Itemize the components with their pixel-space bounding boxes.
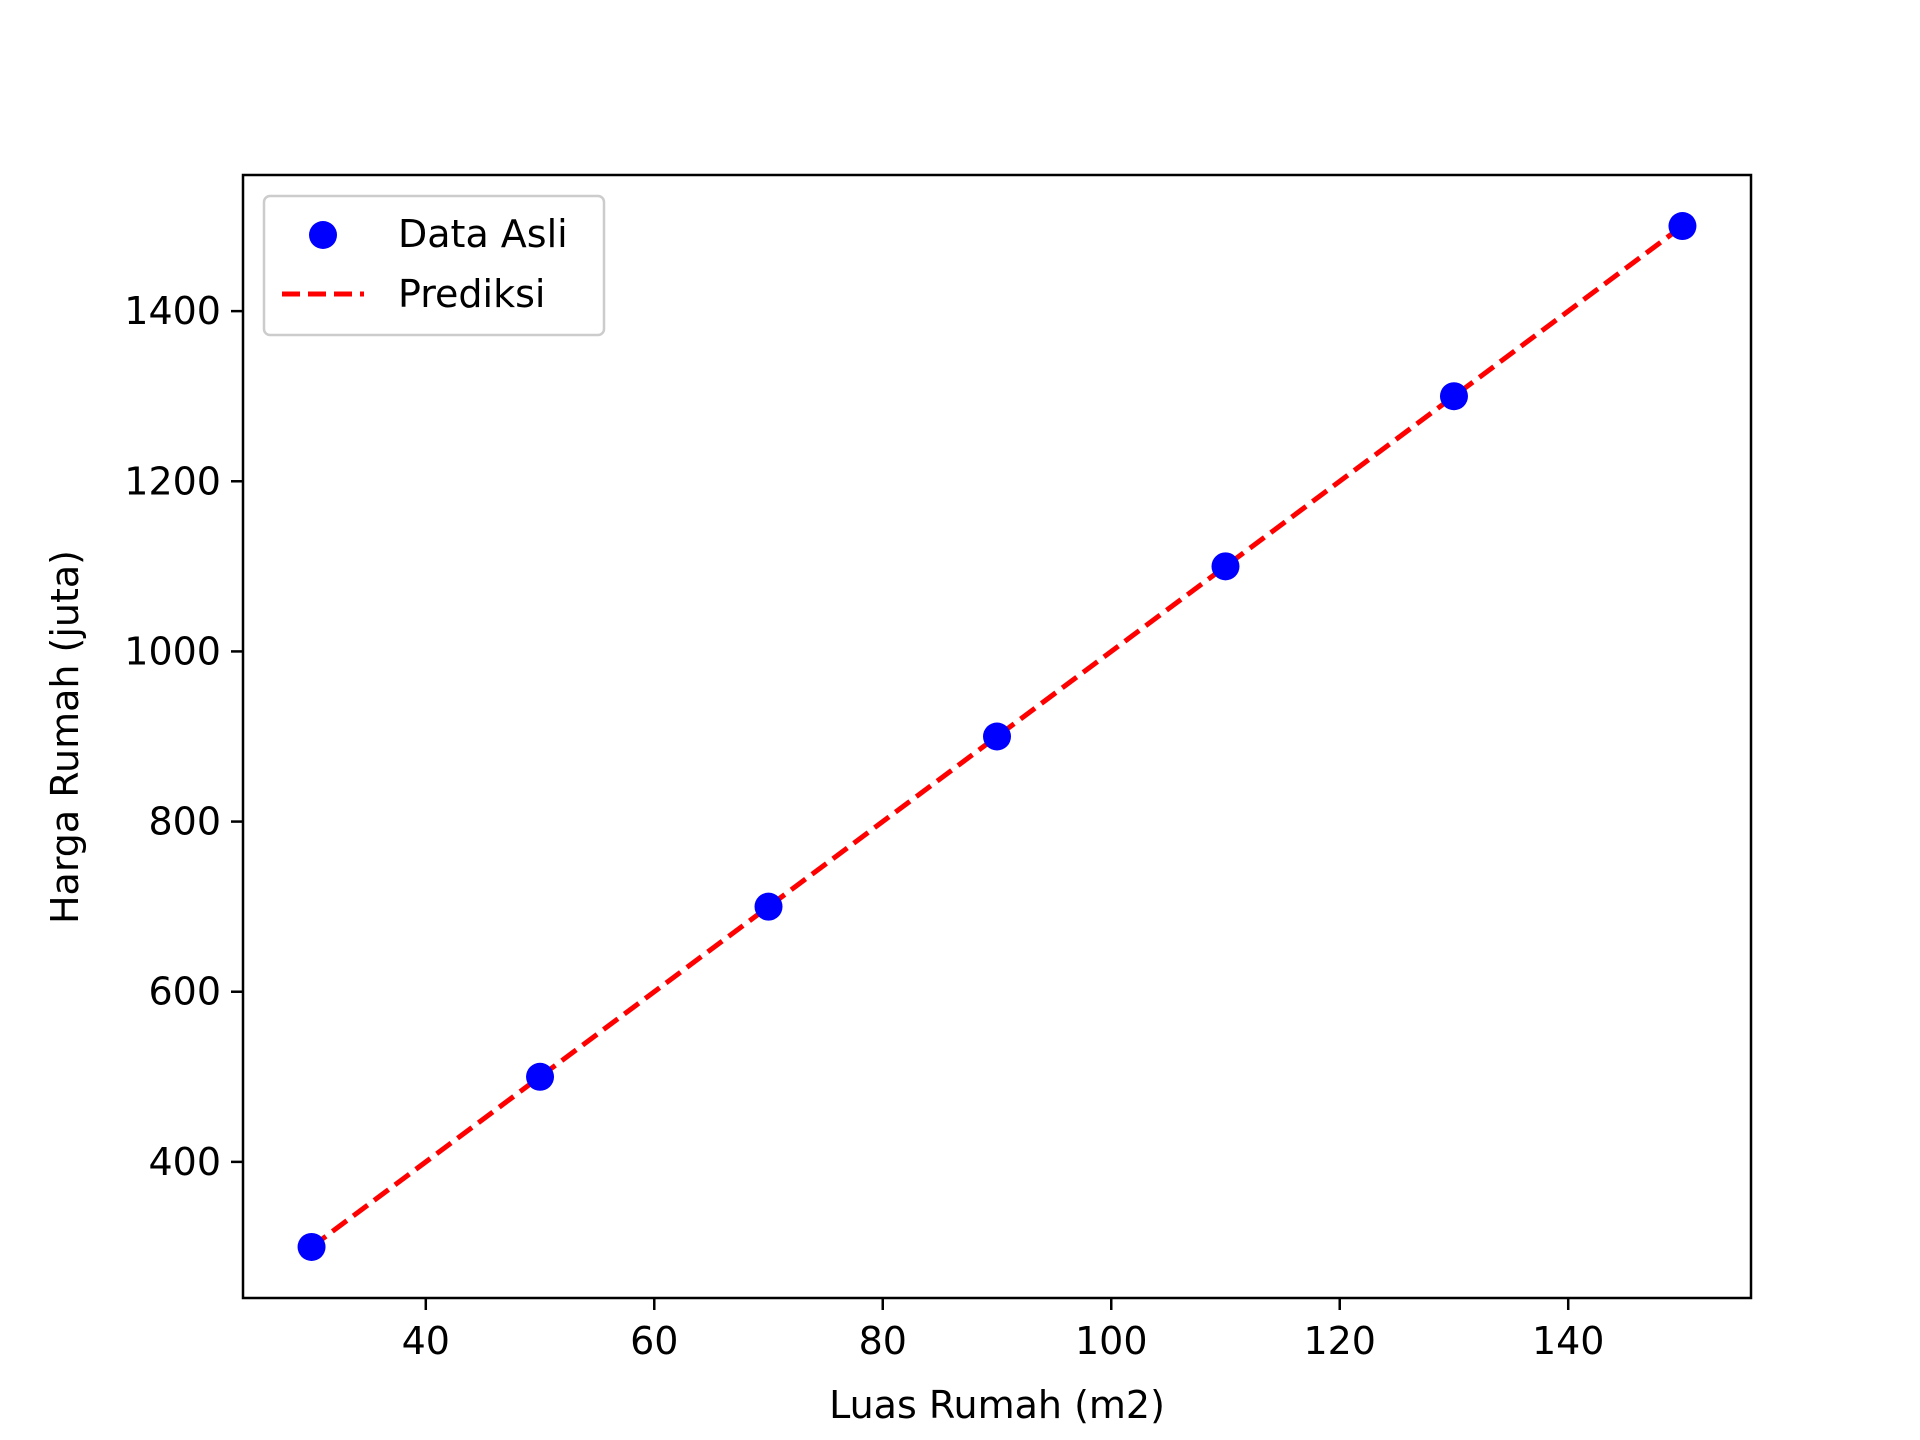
- x-tick-label: 140: [1532, 1319, 1605, 1363]
- plot-marks: [297, 212, 1697, 1261]
- x-tick-label: 80: [859, 1319, 907, 1363]
- legend-label-prediksi: Prediksi: [398, 272, 545, 316]
- plot-area-frame: [241, 173, 1753, 1300]
- y-tick-label: 1400: [124, 289, 221, 333]
- x-tick-label: 60: [630, 1319, 678, 1363]
- legend: Data Asli Prediksi: [262, 194, 606, 337]
- x-tick-label: 100: [1075, 1319, 1148, 1363]
- legend-label-data-asli: Data Asli: [398, 212, 568, 256]
- y-tick-label: 1200: [124, 459, 221, 503]
- data-point-data-asli-1: [297, 1232, 326, 1261]
- y-tick-label: 800: [148, 800, 221, 844]
- data-point-data-asli-2: [526, 1062, 555, 1091]
- data-point-data-asli-4: [983, 722, 1011, 751]
- y-tick-label: 600: [148, 970, 221, 1014]
- y-axis-ticks: 400 600 800 1000 1200 1400: [124, 289, 243, 1184]
- legend-frame: [262, 194, 606, 337]
- data-point-data-asli-5: [1211, 552, 1240, 581]
- y-axis-label: Harga Rumah (juta): [43, 550, 87, 924]
- x-axis-ticks: 40 60 80 100 120 140: [402, 1298, 1605, 1363]
- legend-swatch-data-asli: [309, 221, 337, 249]
- y-tick-label: 1000: [124, 629, 221, 673]
- x-tick-label: 40: [402, 1319, 450, 1363]
- x-tick-label: 120: [1303, 1319, 1376, 1363]
- data-point-data-asli-7: [1668, 212, 1697, 241]
- data-point-data-asli-3: [754, 892, 783, 921]
- data-point-data-asli-6: [1439, 382, 1468, 411]
- x-axis-label: Luas Rumah (m2): [829, 1383, 1165, 1427]
- y-tick-label: 400: [148, 1140, 221, 1184]
